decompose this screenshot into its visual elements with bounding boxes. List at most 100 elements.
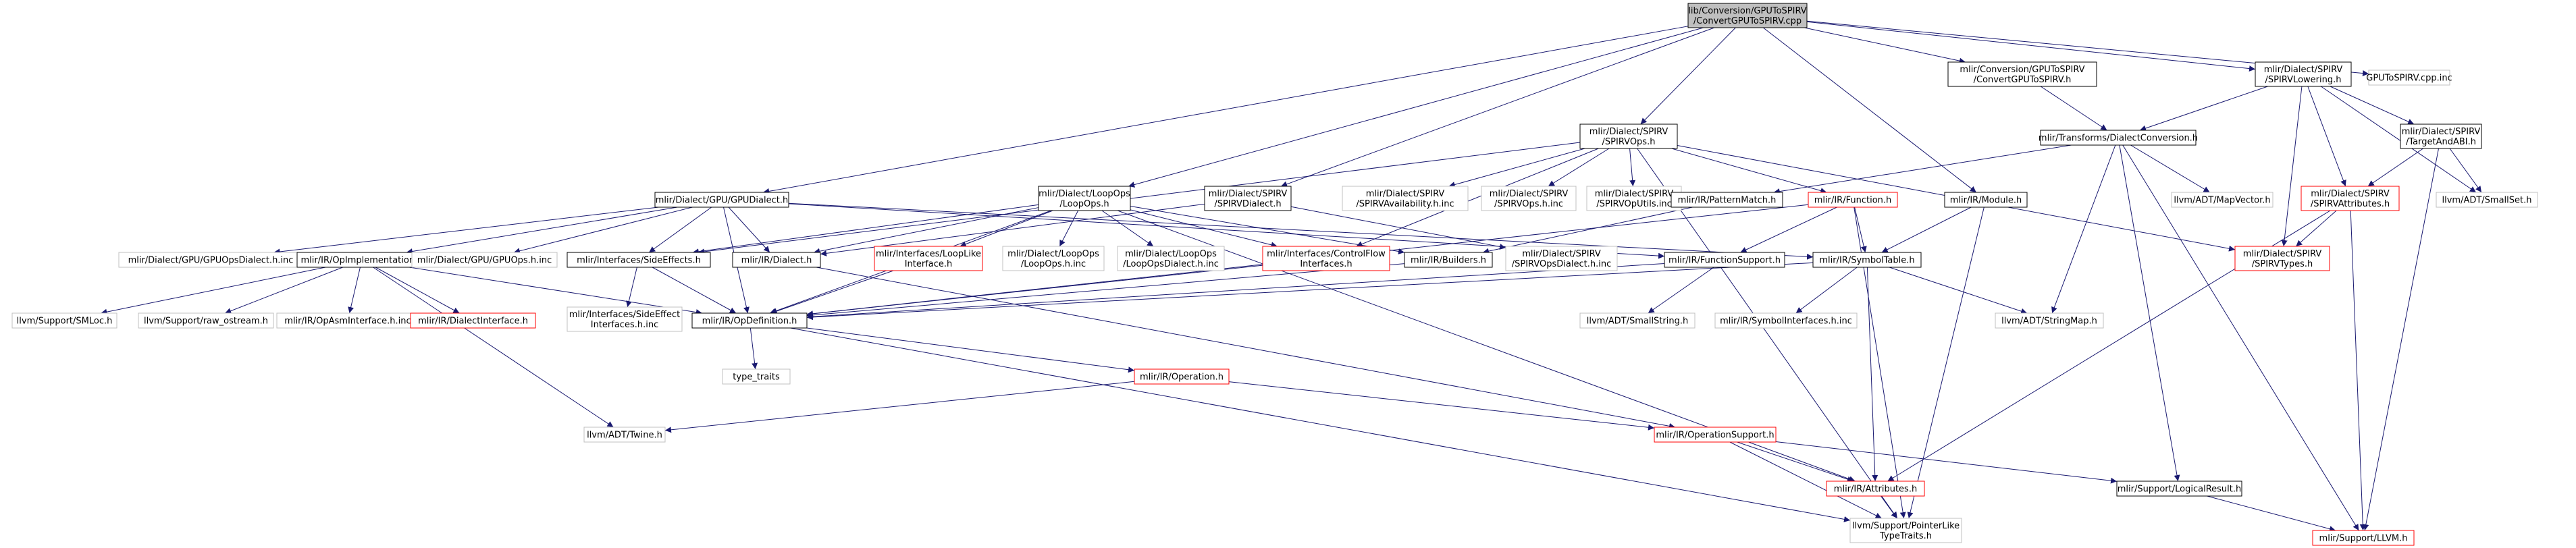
node-spirvdialect[interactable]: mlir/Dialect/SPIRV/SPIRVDialect.h	[1204, 186, 1292, 211]
node-symboltable[interactable]: mlir/IR/SymbolTable.h	[1812, 252, 1922, 268]
edge-opdefinition-to-pointerlike	[790, 327, 1851, 522]
node-label-pointerlike-line1: llvm/Support/PointerLike	[1852, 521, 1960, 531]
edge-spirvops-to-spirvavail	[1448, 148, 1585, 188]
node-box-gpuopsinc	[411, 252, 558, 268]
node-box-dialectconv	[2040, 130, 2197, 146]
node-root[interactable]: lib/Conversion/GPUToSPIRV/ConvertGPUToSP…	[1687, 3, 1808, 28]
edge-dialectconv-to-stringmap	[2051, 144, 2116, 314]
node-spirvlowering[interactable]: mlir/Dialect/SPIRV/SPIRVLowering.h	[2255, 61, 2352, 87]
node-attributes[interactable]: mlir/IR/Attributes.h	[1826, 481, 1925, 497]
node-label-spirvopsdialectinc-line1: mlir/Dialect/SPIRV	[1522, 249, 1601, 259]
node-logicalresult[interactable]: mlir/Support/LogicalResult.h	[2116, 481, 2242, 497]
node-spirvopsdialectinc: mlir/Dialect/SPIRV/SPIRVOpsDialect.h.inc	[1505, 246, 1618, 271]
edge-functionsupport-to-opdefinition	[806, 263, 1665, 320]
node-box-loopopsinc	[1002, 246, 1105, 271]
node-functionsupport[interactable]: mlir/IR/FunctionSupport.h	[1664, 252, 1785, 268]
node-label-spirvopsinc-line1: mlir/Dialect/SPIRV	[1490, 189, 1569, 199]
edge-functionsupport-to-smallstring	[1648, 267, 1714, 314]
node-box-logicalresult	[2116, 481, 2242, 497]
node-label-spirvops-line1: mlir/Dialect/SPIRV	[1589, 127, 1668, 137]
edge-spirvops-to-spirvopsinc	[1548, 148, 1610, 187]
node-dialecth[interactable]: mlir/IR/Dialect.h	[732, 252, 821, 268]
edge-function-to-functionsupport	[1740, 207, 1837, 253]
node-label-spirvattrs-line1: mlir/Dialect/SPIRV	[2311, 189, 2390, 199]
node-box-sideeffectinc	[567, 306, 683, 332]
node-loopops[interactable]: mlir/Dialect/LoopOps/LoopOps.h	[1038, 186, 1131, 211]
node-spirvattrs[interactable]: mlir/Dialect/SPIRV/SPIRVAttributes.h	[2301, 186, 2400, 211]
edge-gpudialect-to-gpuopsdialectinc	[273, 207, 659, 255]
node-gpuopsinc: mlir/Dialect/GPU/GPUOps.h.inc	[411, 252, 558, 268]
node-convh[interactable]: mlir/Conversion/GPUToSPIRV/ConvertGPUToS…	[1947, 61, 2097, 87]
edge-convh-to-dialectconv	[2040, 86, 2107, 131]
node-box-gputospirvinc	[2368, 70, 2450, 86]
node-opdefinition[interactable]: mlir/IR/OpDefinition.h	[691, 312, 808, 329]
edge-spirvops-to-spirvoputils	[1629, 148, 1636, 187]
edge-dialectconv-to-llvmh	[2122, 144, 2359, 531]
node-gputospirvinc: GPUToSPIRV.cpp.inc	[2366, 70, 2452, 86]
node-spirvtypes[interactable]: mlir/Dialect/SPIRV/SPIRVTypes.h	[2234, 246, 2330, 271]
node-label-spirvavail-line2: /SPIRVAvailability.h.inc	[1356, 199, 1454, 209]
node-dialectinterface[interactable]: mlir/IR/DialectInterface.h	[410, 312, 536, 329]
node-builders[interactable]: mlir/IR/Builders.h	[1404, 252, 1493, 268]
node-opimpl[interactable]: mlir/IR/OpImplementation.h	[296, 252, 427, 268]
node-box-builders	[1404, 252, 1493, 268]
edge-gpudialect-to-sideeffects	[648, 207, 712, 253]
edge-gpudialect-to-gpuopsinc	[513, 207, 693, 254]
node-box-operation	[1134, 368, 1230, 385]
node-llvmh[interactable]: mlir/Support/LLVM.h	[2312, 530, 2415, 546]
node-box-llvmh	[2312, 530, 2415, 546]
node-label-root-line1: lib/Conversion/GPUToSPIRV	[1688, 6, 1806, 16]
node-label-typetraits: type_traits	[733, 373, 780, 383]
node-mapvector: llvm/ADT/MapVector.h	[2171, 192, 2273, 208]
node-label-symboltable: mlir/IR/SymbolTable.h	[1819, 256, 1914, 266]
edge-loopops-to-loopopsinc	[1059, 210, 1079, 247]
edge-dialecth-to-operationsupport	[816, 267, 1676, 429]
node-sideeffectinc: mlir/Interfaces/SideEffectInterfaces.h.i…	[567, 306, 683, 332]
node-label-loopopsdialectinc-line1: mlir/Dialect/LoopOps	[1125, 249, 1217, 259]
node-operation[interactable]: mlir/IR/Operation.h	[1134, 368, 1230, 385]
node-dialectconv[interactable]: mlir/Transforms/DialectConversion.h	[2039, 130, 2198, 146]
node-box-spirvtypes	[2234, 246, 2330, 271]
node-label-builders: mlir/IR/Builders.h	[1411, 256, 1486, 266]
node-targetandabi[interactable]: mlir/Dialect/SPIRV/TargetAndABI.h	[2400, 124, 2482, 149]
edge-spirvattrs-to-llvmh	[2350, 210, 2366, 531]
node-box-spirvlowering	[2255, 61, 2352, 87]
node-smallstring: llvm/ADT/SmallString.h	[1579, 312, 1696, 329]
node-label-looplike-line2: Interface.h	[905, 259, 953, 269]
node-patternmatch[interactable]: mlir/IR/PatternMatch.h	[1671, 192, 1783, 208]
edge-dialectconv-to-patternmatch	[1773, 144, 2072, 195]
edge-looplike-to-opdefinition	[770, 270, 894, 314]
node-function[interactable]: mlir/IR/Function.h	[1808, 192, 1898, 208]
node-smallset: llvm/ADT/SmallSet.h	[2436, 192, 2538, 208]
node-module[interactable]: mlir/IR/Module.h	[1944, 192, 2028, 208]
edge-builders-to-opdefinition	[806, 263, 1405, 319]
node-label-operationsupport: mlir/IR/OperationSupport.h	[1656, 431, 1774, 441]
node-operationsupport[interactable]: mlir/IR/OperationSupport.h	[1654, 427, 1777, 443]
node-spirvops[interactable]: mlir/Dialect/SPIRV/SPIRVOps.h	[1579, 124, 1678, 149]
node-label-spirvattrs-line2: /SPIRVAttributes.h	[2311, 199, 2390, 209]
node-label-loopops-line2: /LoopOps.h	[1059, 199, 1109, 209]
edge-targetandabi-to-llvmh	[2363, 148, 2440, 531]
node-label-controlflow-line1: mlir/Interfaces/ControlFlow	[1267, 249, 1386, 259]
node-label-symbolinterfaces: mlir/IR/SymbolInterfaces.h.inc	[1720, 317, 1852, 327]
node-label-loopopsinc-line1: mlir/Dialect/LoopOps	[1007, 249, 1099, 259]
node-box-looplike	[874, 246, 983, 271]
edge-spirvdialect-to-spirvopsdialectinc	[1290, 206, 1506, 250]
node-label-convh-line1: mlir/Conversion/GPUToSPIRV	[1960, 65, 2084, 75]
node-label-llvmh: mlir/Support/LLVM.h	[2319, 534, 2408, 544]
edge-symboltable-to-stringmap	[1889, 267, 2028, 314]
node-label-targetandabi-line1: mlir/Dialect/SPIRV	[2402, 127, 2481, 137]
node-box-spirvattrs	[2301, 186, 2400, 211]
node-box-symboltable	[1812, 252, 1922, 268]
edge-spirvlowering-to-targetandabi	[2330, 86, 2415, 125]
node-label-spirvlowering-line1: mlir/Dialect/SPIRV	[2264, 65, 2343, 75]
node-box-controlflow	[1262, 246, 1390, 271]
node-sideeffects[interactable]: mlir/Interfaces/SideEffects.h	[567, 252, 711, 268]
node-label-mapvector: llvm/ADT/MapVector.h	[2174, 196, 2270, 206]
node-label-spirvoputils-line1: mlir/Dialect/SPIRV	[1595, 189, 1674, 199]
node-gpudialect[interactable]: mlir/Dialect/GPU/GPUDialect.h	[654, 192, 789, 208]
edge-root-to-spirvlowering	[1806, 21, 2256, 72]
node-label-spirvopsinc-line2: /SPIRVOps.h.inc	[1494, 199, 1563, 209]
